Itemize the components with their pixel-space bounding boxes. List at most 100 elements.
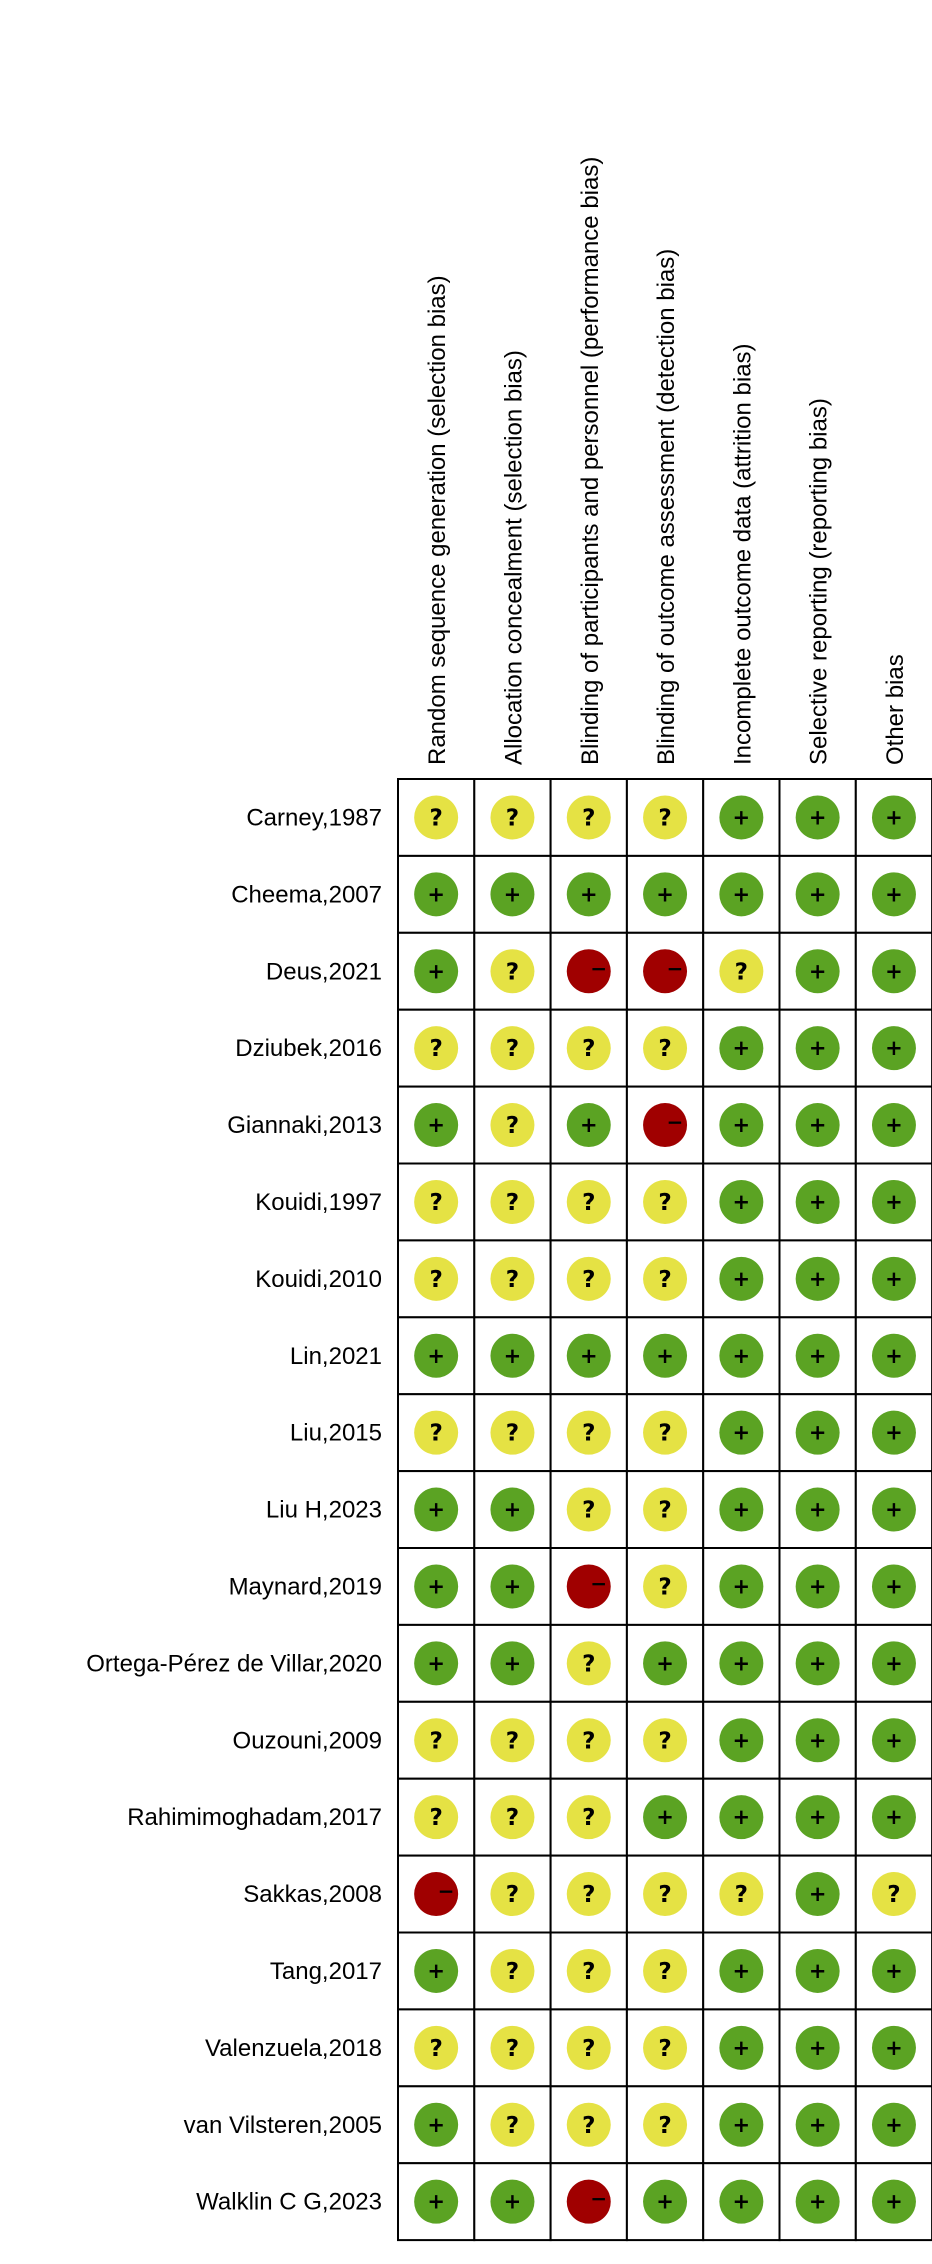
rating-symbol-unclear: ? <box>582 1728 595 1754</box>
column-label-5: Incomplete outcome data (attrition bias) <box>729 343 756 765</box>
rating-mark-low <box>795 795 840 840</box>
rating-mark-low <box>414 1641 459 1686</box>
study-label-ouzouni-2009: Ouzouni,2009 <box>233 1727 382 1754</box>
rating-mark-unclear <box>414 2025 459 2070</box>
rating-symbol-low: + <box>809 2113 827 2137</box>
study-label-liu-h-2023: Liu H,2023 <box>266 1497 382 1524</box>
rating-symbol-unclear: ? <box>582 1498 595 1524</box>
rating-symbol-low: + <box>427 2113 445 2137</box>
rating-mark-low <box>795 872 840 917</box>
rating-mark-unclear <box>643 1410 688 1455</box>
rating-symbol-unclear: ? <box>506 1113 519 1139</box>
rating-symbol-low: + <box>885 1498 903 1522</box>
rating-symbol-unclear: ? <box>429 1267 442 1293</box>
rating-symbol-unclear: ? <box>658 2113 671 2139</box>
study-label-kouidi-1997: Kouidi,1997 <box>255 1189 382 1216</box>
rating-symbol-low: + <box>733 1267 751 1291</box>
rating-mark-unclear <box>643 2102 688 2147</box>
column-label-2: Allocation concealment (selection bias) <box>500 350 527 765</box>
study-label-maynard-2019: Maynard,2019 <box>229 1573 382 1600</box>
rating-symbol-low: + <box>733 1036 751 1060</box>
rating-symbol-high: − <box>667 1110 684 1134</box>
rating-mark-low <box>719 1948 764 1993</box>
rating-mark-unclear <box>490 1179 535 1224</box>
rating-mark-unclear <box>643 1948 688 1993</box>
rating-symbol-low: + <box>733 1728 751 1752</box>
rating-mark-low <box>719 1564 764 1609</box>
rating-mark-low <box>795 949 840 994</box>
study-label-van-vilsteren-2005: van Vilsteren,2005 <box>184 2112 382 2139</box>
rating-symbol-low: + <box>885 805 903 829</box>
rating-mark-unclear <box>566 1026 611 1071</box>
rating-symbol-unclear: ? <box>429 805 442 831</box>
rating-mark-low <box>871 1333 916 1378</box>
rating-mark-unclear <box>643 2025 688 2070</box>
rating-symbol-low: + <box>885 2190 903 2214</box>
rating-mark-low <box>643 872 688 917</box>
rating-mark-low <box>414 1487 459 1532</box>
cell-box <box>854 2085 932 2165</box>
cell-box <box>549 1316 628 1396</box>
rating-symbol-low: + <box>580 1113 598 1137</box>
rating-mark-unclear <box>490 2025 535 2070</box>
rating-symbol-low: + <box>427 1498 445 1522</box>
rating-mark-unclear <box>414 1026 459 1071</box>
rating-mark-low <box>414 949 459 994</box>
rating-mark-unclear <box>719 949 764 994</box>
rating-mark-high <box>414 1872 459 1917</box>
rating-mark-low <box>795 1026 840 1071</box>
rating-symbol-low: + <box>885 2036 903 2060</box>
rating-mark-low <box>414 1103 459 1148</box>
rating-mark-unclear <box>871 1872 916 1917</box>
rating-mark-low <box>795 1795 840 1840</box>
rating-symbol-low: + <box>809 959 827 983</box>
rating-mark-unclear <box>566 1410 611 1455</box>
study-label-deus-2021: Deus,2021 <box>266 958 382 985</box>
rating-mark-unclear <box>566 1487 611 1532</box>
rating-symbol-low: + <box>885 1421 903 1445</box>
rating-mark-low <box>871 1256 916 1301</box>
rating-symbol-unclear: ? <box>506 805 519 831</box>
study-label-rahimimoghadam-2017: Rahimimoghadam,2017 <box>127 1804 382 1831</box>
rating-symbol-low: + <box>580 882 598 906</box>
rating-symbol-unclear: ? <box>506 1036 519 1062</box>
rating-mark-unclear <box>643 1026 688 1071</box>
rating-symbol-low: + <box>427 882 445 906</box>
rating-mark-low <box>719 1026 764 1071</box>
rating-symbol-unclear: ? <box>582 1036 595 1062</box>
rating-symbol-low: + <box>809 1113 827 1137</box>
rating-symbol-low: + <box>656 2190 674 2214</box>
rating-mark-low <box>719 1795 764 1840</box>
rating-symbol-high: − <box>667 956 684 980</box>
study-label-ortega-p-rez-de-villar-2020: Ortega-Pérez de Villar,2020 <box>86 1650 382 1677</box>
column-labels: Random sequence generation (selection bi… <box>424 157 909 765</box>
rating-mark-low <box>871 795 916 840</box>
rating-symbol-low: + <box>427 1574 445 1598</box>
rating-mark-low <box>871 2179 916 2224</box>
rating-symbol-low: + <box>809 1190 827 1214</box>
rating-mark-low <box>414 872 459 917</box>
rating-mark-low <box>490 2179 535 2224</box>
rating-symbol-low: + <box>733 1113 751 1137</box>
rating-symbol-low: + <box>733 2190 751 2214</box>
rating-mark-low <box>871 1103 916 1148</box>
rating-symbol-unclear: ? <box>429 1421 442 1447</box>
rating-symbol-high: − <box>590 956 607 980</box>
study-label-carney-1987: Carney,1987 <box>246 804 382 831</box>
rating-symbol-low: + <box>427 1959 445 1983</box>
rating-mark-low <box>643 1333 688 1378</box>
rating-symbol-low: + <box>809 1498 827 1522</box>
rating-mark-unclear <box>490 1795 535 1840</box>
rating-symbol-low: + <box>427 959 445 983</box>
rating-mark-low <box>871 2102 916 2147</box>
rating-mark-low <box>490 1487 535 1532</box>
rating-symbol-low: + <box>733 1421 751 1445</box>
rating-mark-high <box>566 1564 611 1609</box>
rating-symbol-low: + <box>885 2113 903 2137</box>
rating-symbol-unclear: ? <box>735 959 748 985</box>
rating-mark-low <box>795 2102 840 2147</box>
rating-mark-low <box>414 1333 459 1378</box>
rating-mark-low <box>719 1641 764 1686</box>
rating-symbol-unclear: ? <box>658 1498 671 1524</box>
rating-symbol-low: + <box>809 1651 827 1675</box>
